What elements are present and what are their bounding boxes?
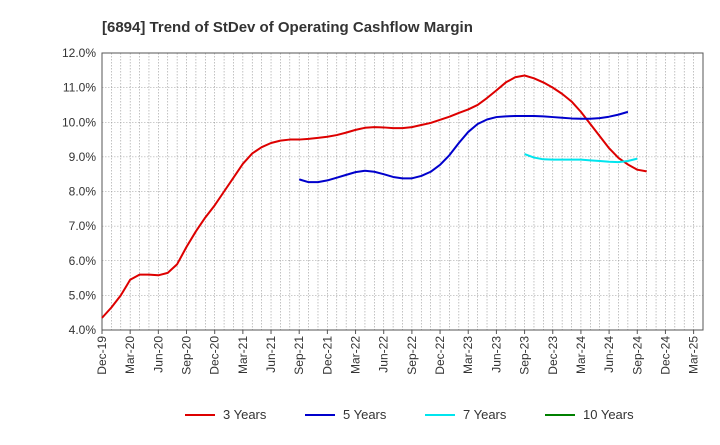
chart-title: [6894] Trend of StDev of Operating Cashf…	[102, 19, 473, 36]
x-tick-label: Sep-24	[630, 336, 644, 375]
x-tick-label: Sep-22	[405, 336, 419, 375]
legend-label: 3 Years	[223, 407, 267, 422]
x-tick-label: Dec-24	[658, 336, 672, 375]
y-tick-label: 12.0%	[62, 46, 96, 60]
series-lines	[101, 74, 647, 319]
series-line-3-years	[101, 74, 647, 319]
x-tick-label: Sep-20	[180, 336, 194, 375]
axes: 4.0% 5.0% 6.0% 7.0% 8.0% 9.0% 10.0% 11.0% 12.0% D…	[62, 46, 704, 375]
x-tick-label: Sep-21	[292, 336, 306, 375]
x-tick-label: Jun-20	[151, 336, 165, 373]
x-tick-label: Dec-20	[208, 336, 222, 375]
x-tick-label: Jun-22	[377, 336, 391, 373]
x-tick-label: Dec-23	[546, 336, 560, 375]
x-tick-label: Mar-23	[461, 336, 475, 374]
legend-label: 7 Years	[463, 407, 507, 422]
y-tick-label: 5.0%	[69, 288, 97, 302]
legend-label: 5 Years	[343, 407, 387, 422]
x-tick-label: Jun-23	[489, 336, 503, 373]
series-line-5-years	[298, 110, 629, 184]
x-tick-label: Dec-19	[95, 336, 109, 375]
y-tick-label: 9.0%	[69, 150, 97, 164]
legend: 3 Years 5 Years 7 Years 10 Years	[185, 407, 634, 422]
x-tick-label: Mar-20	[123, 336, 137, 374]
plot-border	[101, 52, 704, 331]
y-tick-label: 8.0%	[69, 185, 97, 199]
x-tick-label: Jun-21	[264, 336, 278, 373]
y-tick-label: 6.0%	[69, 254, 97, 268]
y-tick-label: 11.0%	[63, 81, 96, 95]
x-tick-label: Dec-22	[433, 336, 447, 375]
x-tick-label: Dec-21	[320, 336, 334, 375]
x-tick-label: Mar-22	[349, 336, 363, 374]
x-tick-label: Mar-21	[236, 336, 250, 374]
grid	[102, 52, 703, 331]
y-tick-label: 7.0%	[69, 219, 97, 233]
legend-label: 10 Years	[583, 407, 634, 422]
series-line-7-years	[524, 153, 638, 164]
x-tick-label: Mar-24	[574, 336, 588, 374]
y-tick-label: 10.0%	[62, 115, 96, 129]
x-tick-label: Jun-24	[602, 336, 616, 373]
x-tick-label: Mar-25	[687, 336, 701, 374]
x-tick-label: Sep-23	[518, 336, 532, 375]
y-tick-label: 4.0%	[69, 323, 97, 337]
